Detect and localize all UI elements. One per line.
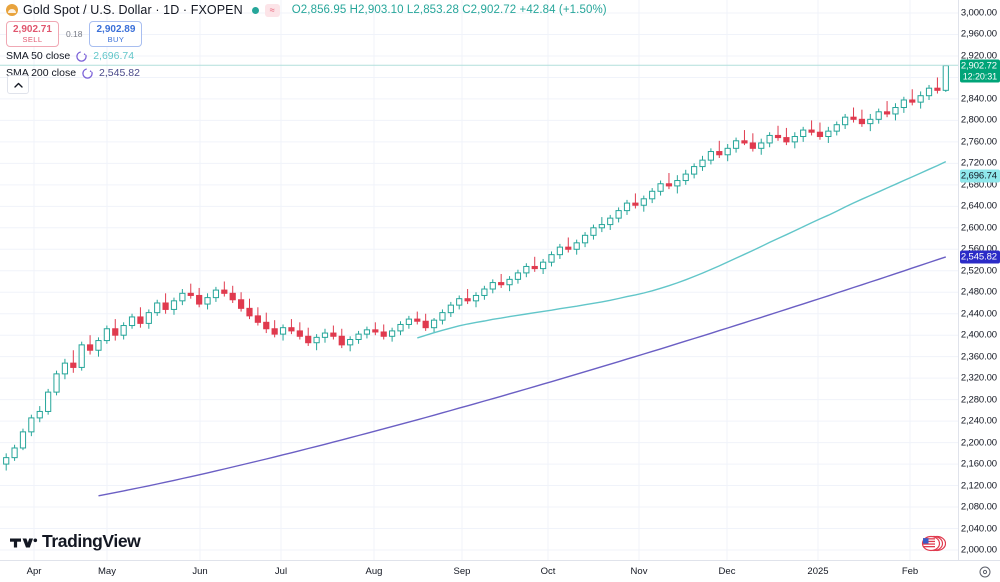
chevron-up-icon bbox=[13, 82, 23, 88]
price-tick-label: 2,120.00 bbox=[960, 480, 997, 492]
price-tick-label: 2,800.00 bbox=[960, 114, 997, 126]
time-tick-label: May bbox=[98, 566, 116, 577]
price-tick-label: 2,400.00 bbox=[960, 329, 997, 341]
price-tick-label: 2,040.00 bbox=[960, 523, 997, 535]
sma-50-line bbox=[417, 160, 947, 339]
price-tick-label: 2,560.00 bbox=[960, 243, 997, 255]
price-tick-label: 2,760.00 bbox=[960, 136, 997, 148]
us-flag-icon[interactable] bbox=[918, 535, 946, 552]
price-tick-label: 2,360.00 bbox=[960, 351, 997, 363]
time-tick-label: Oct bbox=[540, 566, 556, 577]
price-tick-label: 2,680.00 bbox=[960, 179, 997, 191]
candlestick-series bbox=[3, 65, 949, 471]
time-tick-label: Nov bbox=[630, 566, 648, 577]
time-tick-label: Jun bbox=[192, 566, 208, 577]
time-tick-label: Dec bbox=[718, 566, 736, 577]
clock-icon[interactable] bbox=[979, 566, 991, 578]
time-tick-label: Jul bbox=[274, 566, 288, 577]
price-tick-label: 2,960.00 bbox=[960, 28, 997, 40]
price-scale[interactable]: 3,000.00 2,960.00 2,920.00 2,840.00 2,800.00… bbox=[958, 0, 1000, 560]
legend-collapse-button[interactable] bbox=[7, 75, 29, 94]
price-tick-label: 2,440.00 bbox=[960, 308, 997, 320]
time-tick-label: Sep bbox=[453, 566, 471, 577]
chart-gridlines bbox=[0, 0, 958, 560]
tradingview-watermark: TradingView bbox=[10, 531, 141, 552]
price-tick-label: 2,240.00 bbox=[960, 415, 997, 427]
price-tick-label: 2,200.00 bbox=[960, 437, 997, 449]
price-tick-label: 3,000.00 bbox=[960, 7, 997, 19]
time-tick-label: Feb bbox=[901, 566, 919, 577]
price-tick-label: 2,080.00 bbox=[960, 501, 997, 513]
sma-200-price-badge: 2,545.82 bbox=[960, 250, 1000, 264]
time-tick-label: 2025 bbox=[807, 566, 829, 577]
price-tick-label: 2,640.00 bbox=[960, 200, 997, 212]
price-tick-label: 2,480.00 bbox=[960, 286, 997, 298]
last-price-badge: 2,902.72 12:20:31 bbox=[960, 59, 1000, 83]
time-tick-label: Aug bbox=[365, 566, 383, 577]
time-scale[interactable]: Apr May Jun Jul Aug Sep Oct Nov Dec 2025 Feb bbox=[0, 560, 1000, 582]
price-tick-label: 2,520.00 bbox=[960, 265, 997, 277]
price-tick-label: 2,840.00 bbox=[960, 93, 997, 105]
price-tick-label: 2,600.00 bbox=[960, 222, 997, 234]
time-tick-label: Apr bbox=[26, 566, 42, 577]
price-tick-label: 2,000.00 bbox=[960, 544, 997, 556]
price-tick-label: 2,160.00 bbox=[960, 458, 997, 470]
price-tick-label: 2,320.00 bbox=[960, 372, 997, 384]
candlestick-chart-svg bbox=[0, 0, 958, 560]
price-tick-label: 2,720.00 bbox=[960, 157, 997, 169]
sma-200-line bbox=[98, 256, 947, 497]
chart-plot-area[interactable] bbox=[0, 0, 958, 560]
tradingview-wordmark: TradingView bbox=[42, 531, 141, 551]
sma-50-price-badge: 2,696.74 bbox=[960, 169, 1000, 183]
price-tick-label: 2,920.00 bbox=[960, 50, 997, 62]
price-tick-label: 2,280.00 bbox=[960, 394, 997, 406]
tradingview-logo-icon bbox=[10, 538, 38, 547]
